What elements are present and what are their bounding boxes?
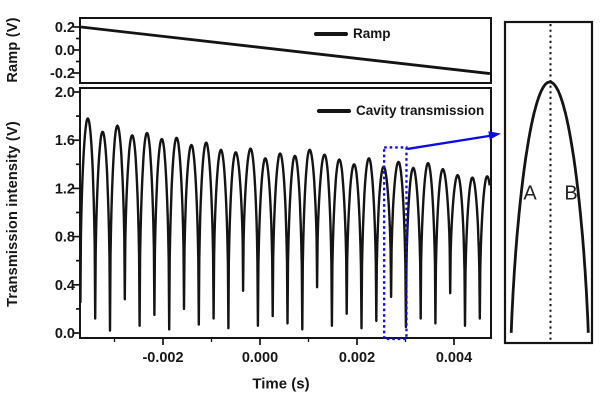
inset-zoom-panel <box>503 20 594 345</box>
zoom-arrow-head-icon <box>488 131 501 140</box>
x-tick-label: 0.000 <box>242 350 278 366</box>
y-tick-label: 1.6 <box>55 133 75 149</box>
y-tick-label: -0.2 <box>50 66 75 82</box>
y-tick-label: 0.2 <box>55 20 75 36</box>
x-tick-label: -0.002 <box>142 350 183 366</box>
zoom-arrow-line <box>407 134 493 151</box>
x-tick-label: 0.004 <box>436 350 472 366</box>
cavity-transmission-panel: 0.0 0.4 0.8 1.2 1.6 2.0 -0.002 0.000 0.002 0.004 <box>55 85 492 366</box>
ramp-trace <box>80 25 491 75</box>
ramp-legend-label: Ramp <box>353 26 391 41</box>
x-tick-label: 0.002 <box>339 350 375 366</box>
y-tick-label: 0.0 <box>55 43 75 59</box>
inset-fringe-trace <box>509 80 590 333</box>
inset-label-b: B <box>564 182 578 205</box>
y-tick-label: 1.2 <box>55 181 75 197</box>
ramp-y-axis-title: Ramp (V) <box>5 17 21 83</box>
ramp-panel: 0.2 0.0 -0.2 <box>50 17 492 84</box>
y-tick-label: 0.4 <box>55 278 75 294</box>
ramp-legend: Ramp <box>314 26 391 41</box>
cavity-transmission-trace <box>79 117 491 332</box>
y-tick-label: 0.8 <box>55 230 75 246</box>
zoom-region-box <box>383 146 408 341</box>
inset-panel-frame <box>503 20 594 345</box>
legend-line-icon <box>317 108 351 113</box>
transmission-y-axis-title: Transmission intensity (V) <box>5 121 21 307</box>
legend-line-icon <box>314 31 348 36</box>
y-tick-label: 0.0 <box>55 326 75 342</box>
y-tick-label: 2.0 <box>55 85 75 101</box>
zoom-annotations <box>383 131 501 341</box>
cavity-legend: Cavity transmission <box>317 103 484 118</box>
cavity-legend-label: Cavity transmission <box>356 103 485 118</box>
inset-label-a: A <box>523 182 537 205</box>
time-x-axis-title: Time (s) <box>252 375 310 393</box>
